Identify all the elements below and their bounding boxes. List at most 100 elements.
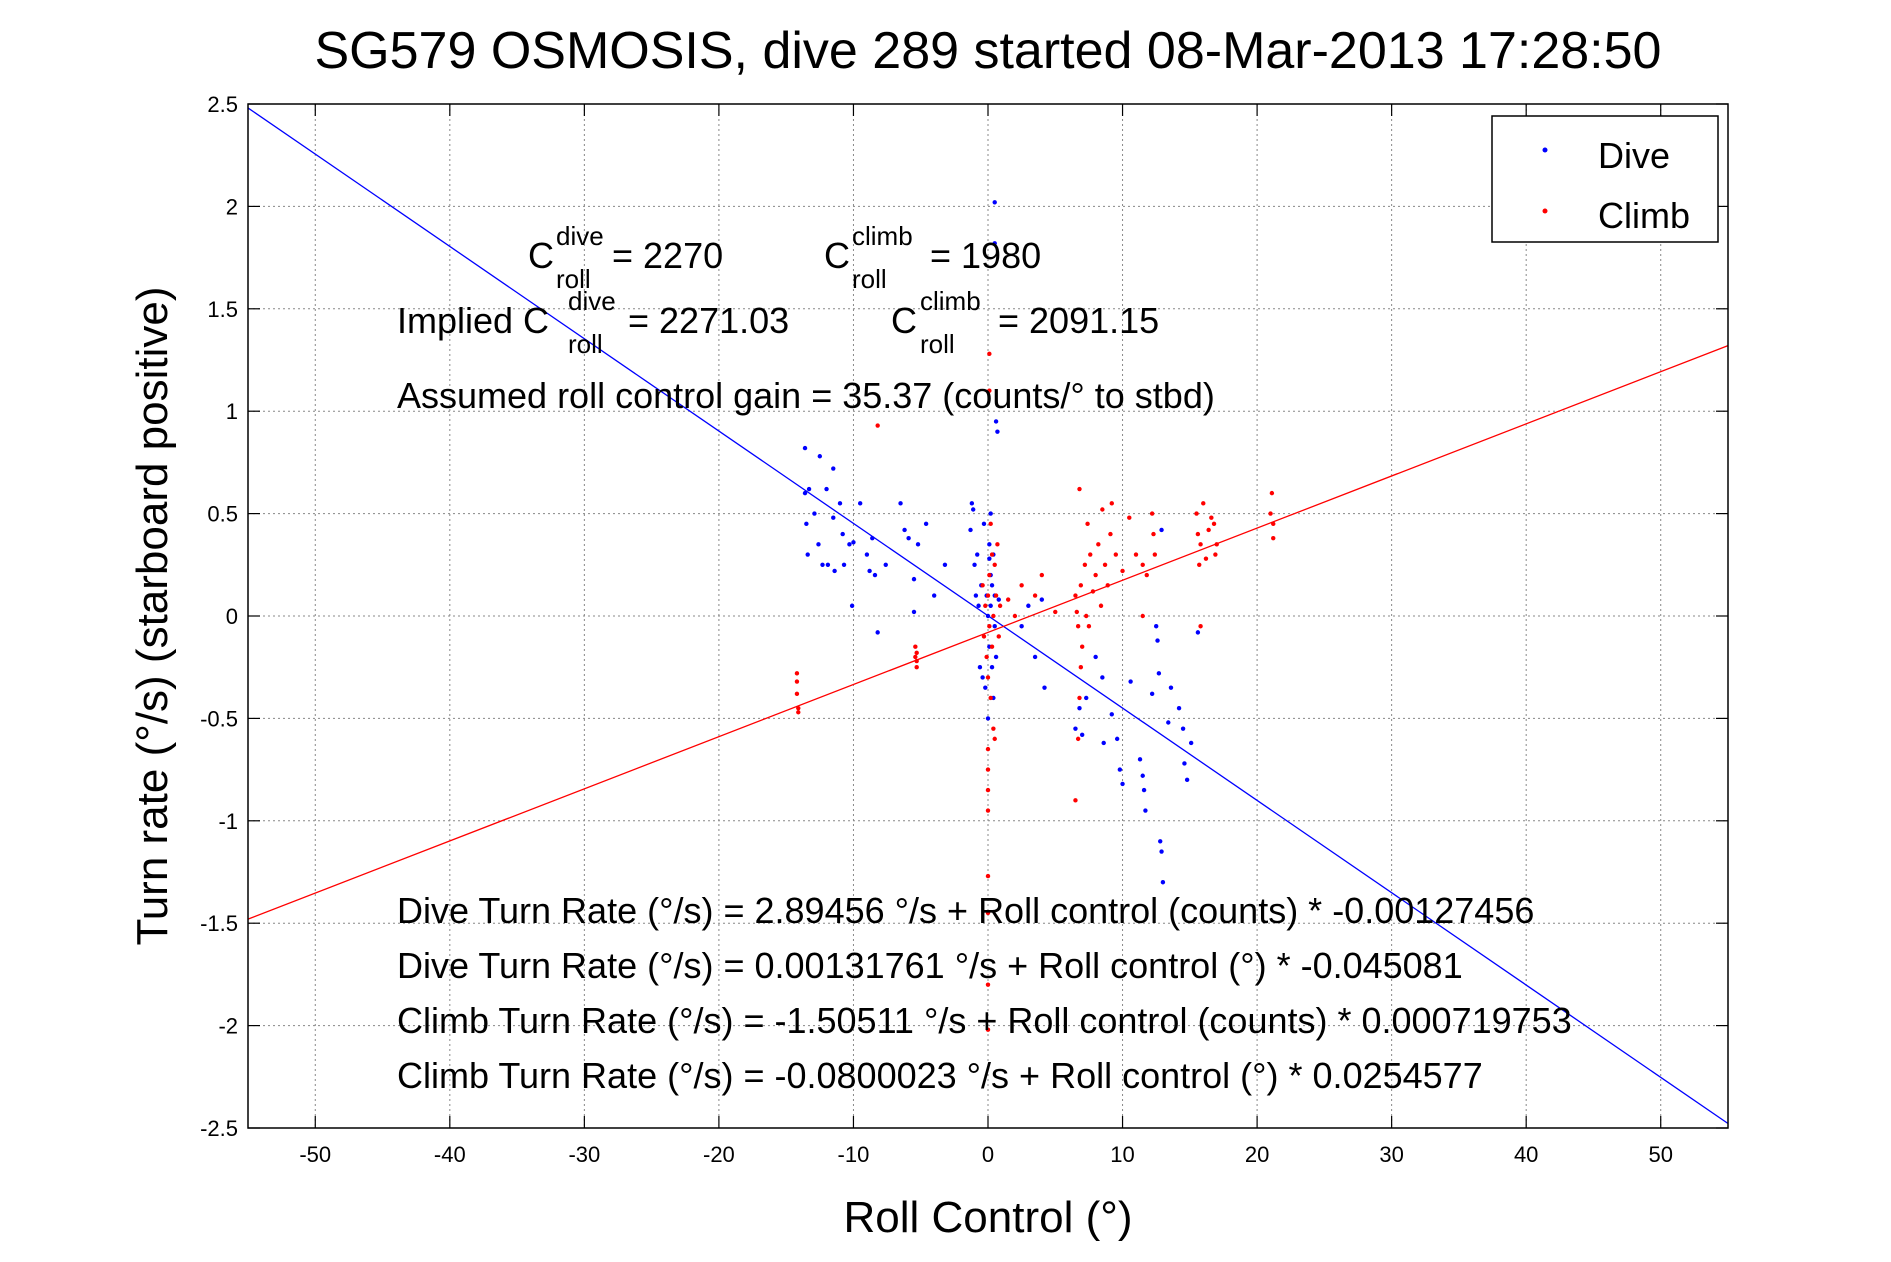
dive-point: [802, 490, 808, 496]
climb-point: [1149, 511, 1155, 516]
dive-point: [816, 542, 821, 547]
climb-point: [995, 542, 1000, 547]
dive-point: [1117, 767, 1123, 772]
climb-point: [913, 644, 918, 649]
dive-point: [867, 568, 872, 574]
climb-point: [796, 705, 801, 711]
dive-point: [1114, 736, 1120, 742]
dive-point: [832, 568, 837, 574]
x-tick-label: 20: [1245, 1142, 1269, 1167]
dive-point: [989, 665, 995, 670]
dive-point: [812, 511, 817, 516]
climb-point: [1201, 501, 1206, 506]
climb-point: [1098, 603, 1104, 608]
dive-point: [993, 419, 999, 424]
dive-point: [1073, 726, 1078, 731]
implied-climb-sub: roll: [920, 329, 955, 359]
dive-point: [923, 521, 929, 527]
climb-point: [796, 710, 801, 715]
legend-climb-marker: [1542, 208, 1548, 214]
climb-point: [1206, 527, 1211, 533]
x-tick-label: 30: [1379, 1142, 1403, 1167]
climb-point: [983, 603, 988, 608]
dive-point: [971, 507, 976, 512]
dive-point: [975, 552, 980, 557]
climb-point: [1075, 624, 1081, 629]
climb-point: [985, 675, 991, 680]
dive-point: [987, 556, 992, 561]
dive-point: [992, 200, 997, 205]
dive-point: [915, 542, 921, 547]
climb-point: [1203, 556, 1209, 561]
y-tick-label: -2: [218, 1014, 238, 1039]
dive-point: [1137, 757, 1143, 762]
climb-point: [992, 562, 997, 567]
dive-point: [992, 241, 997, 246]
climb-point: [1194, 511, 1199, 516]
climb-point: [991, 613, 996, 619]
dive-point: [1100, 675, 1105, 680]
climb-point: [985, 873, 991, 879]
dive-point: [993, 654, 999, 660]
climb-point: [1152, 552, 1158, 557]
dive-point: [898, 501, 903, 506]
c-roll-dive-sub: roll: [556, 264, 591, 294]
y-tick-label: 1.5: [207, 297, 238, 322]
climb-point: [981, 634, 987, 639]
x-tick-label: -30: [568, 1142, 600, 1167]
climb-point: [1198, 624, 1203, 629]
dive-point: [1156, 671, 1162, 676]
climb-point: [914, 650, 919, 656]
dive-point: [824, 486, 829, 492]
dive-point: [1182, 761, 1187, 766]
x-tick-label: 10: [1110, 1142, 1134, 1167]
climb-point: [1073, 593, 1078, 598]
x-tick-label: 40: [1514, 1142, 1538, 1167]
climb-point: [1032, 593, 1038, 598]
y-tick-label: 2.5: [207, 92, 238, 117]
dive-point: [883, 562, 888, 567]
climb-point: [1140, 613, 1145, 619]
dive-point: [1158, 839, 1163, 844]
climb-point: [987, 388, 992, 393]
dive-point: [983, 685, 988, 690]
climb-point: [1109, 501, 1114, 506]
climb-point: [1120, 568, 1125, 574]
dive-point: [1153, 624, 1159, 629]
dive-point: [1140, 773, 1145, 778]
dive-point: [804, 521, 809, 527]
legend-climb-label: Climb: [1598, 195, 1690, 236]
dive-point: [1019, 624, 1024, 629]
climb-point: [992, 736, 997, 742]
climb-point: [914, 658, 919, 664]
dive-point: [977, 665, 983, 670]
climb-point: [1209, 515, 1214, 520]
dive-point: [931, 593, 937, 598]
dive-point: [837, 501, 843, 506]
climb-point: [1271, 521, 1276, 527]
dive-point: [1079, 732, 1085, 737]
dive-point: [992, 624, 997, 629]
dive-point: [968, 527, 973, 533]
dive-point: [1176, 705, 1182, 711]
climb-point: [991, 726, 996, 731]
implied-dive-sub: roll: [568, 329, 603, 359]
dive-point: [987, 542, 992, 547]
dive-point: [1184, 777, 1190, 783]
legend: Dive Climb: [1491, 115, 1719, 243]
implied-dive-sup: dive: [568, 286, 616, 316]
annotations: C dive roll = 2270 C climb roll = 1980 I…: [397, 221, 1572, 1096]
climb-point: [1077, 486, 1082, 492]
dive-point: [1159, 849, 1164, 854]
dive-point: [995, 429, 1000, 434]
y-tick-label: 1: [226, 399, 238, 424]
dive-point: [864, 552, 870, 557]
climb-point: [913, 654, 918, 660]
climb-point: [1140, 562, 1145, 567]
climb-point: [1198, 542, 1203, 547]
climb-point: [988, 695, 993, 701]
dive-point: [981, 521, 987, 527]
dive-point: [825, 562, 831, 567]
climb-point: [984, 654, 989, 660]
y-tick-label: 0.5: [207, 502, 238, 527]
